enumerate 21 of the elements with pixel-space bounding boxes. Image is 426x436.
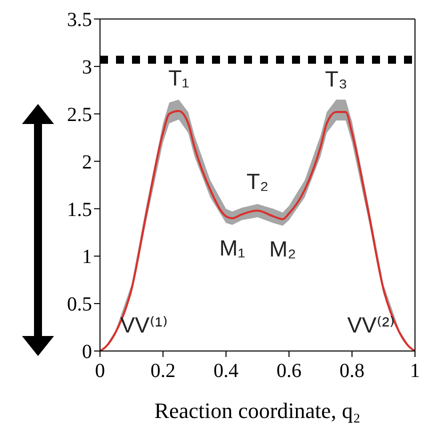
- y-tick-label: 1.5: [67, 198, 92, 221]
- x-tick-label: 0.8: [340, 360, 364, 382]
- y-tick-label: 3.5: [67, 9, 92, 32]
- x-tick-label: 1: [410, 360, 420, 382]
- y-tick-label: 3: [82, 56, 92, 79]
- y-tick-label: 0: [82, 341, 92, 364]
- annotation: M₁: [219, 236, 246, 261]
- y-tick-label: 0.5: [67, 294, 92, 316]
- x-tick-label: 0.2: [150, 360, 176, 382]
- annotation: VV⁽¹⁾: [120, 312, 168, 338]
- annotation: T₁: [168, 66, 190, 91]
- y-tick-label: 2: [82, 151, 92, 174]
- annotation: VV⁽²⁾: [347, 312, 395, 338]
- annotation: T₃: [325, 66, 348, 92]
- annotation: T₂: [246, 169, 268, 194]
- x-tick-label: 0.4: [214, 360, 238, 382]
- annotation: M₂: [269, 236, 296, 262]
- x-tick-label: 0.6: [276, 360, 302, 382]
- y-tick-label: 1: [82, 246, 92, 268]
- y-tick-label: 2.5: [67, 104, 92, 126]
- x-axis-title: Reaction coordinate, q₂: [154, 398, 361, 423]
